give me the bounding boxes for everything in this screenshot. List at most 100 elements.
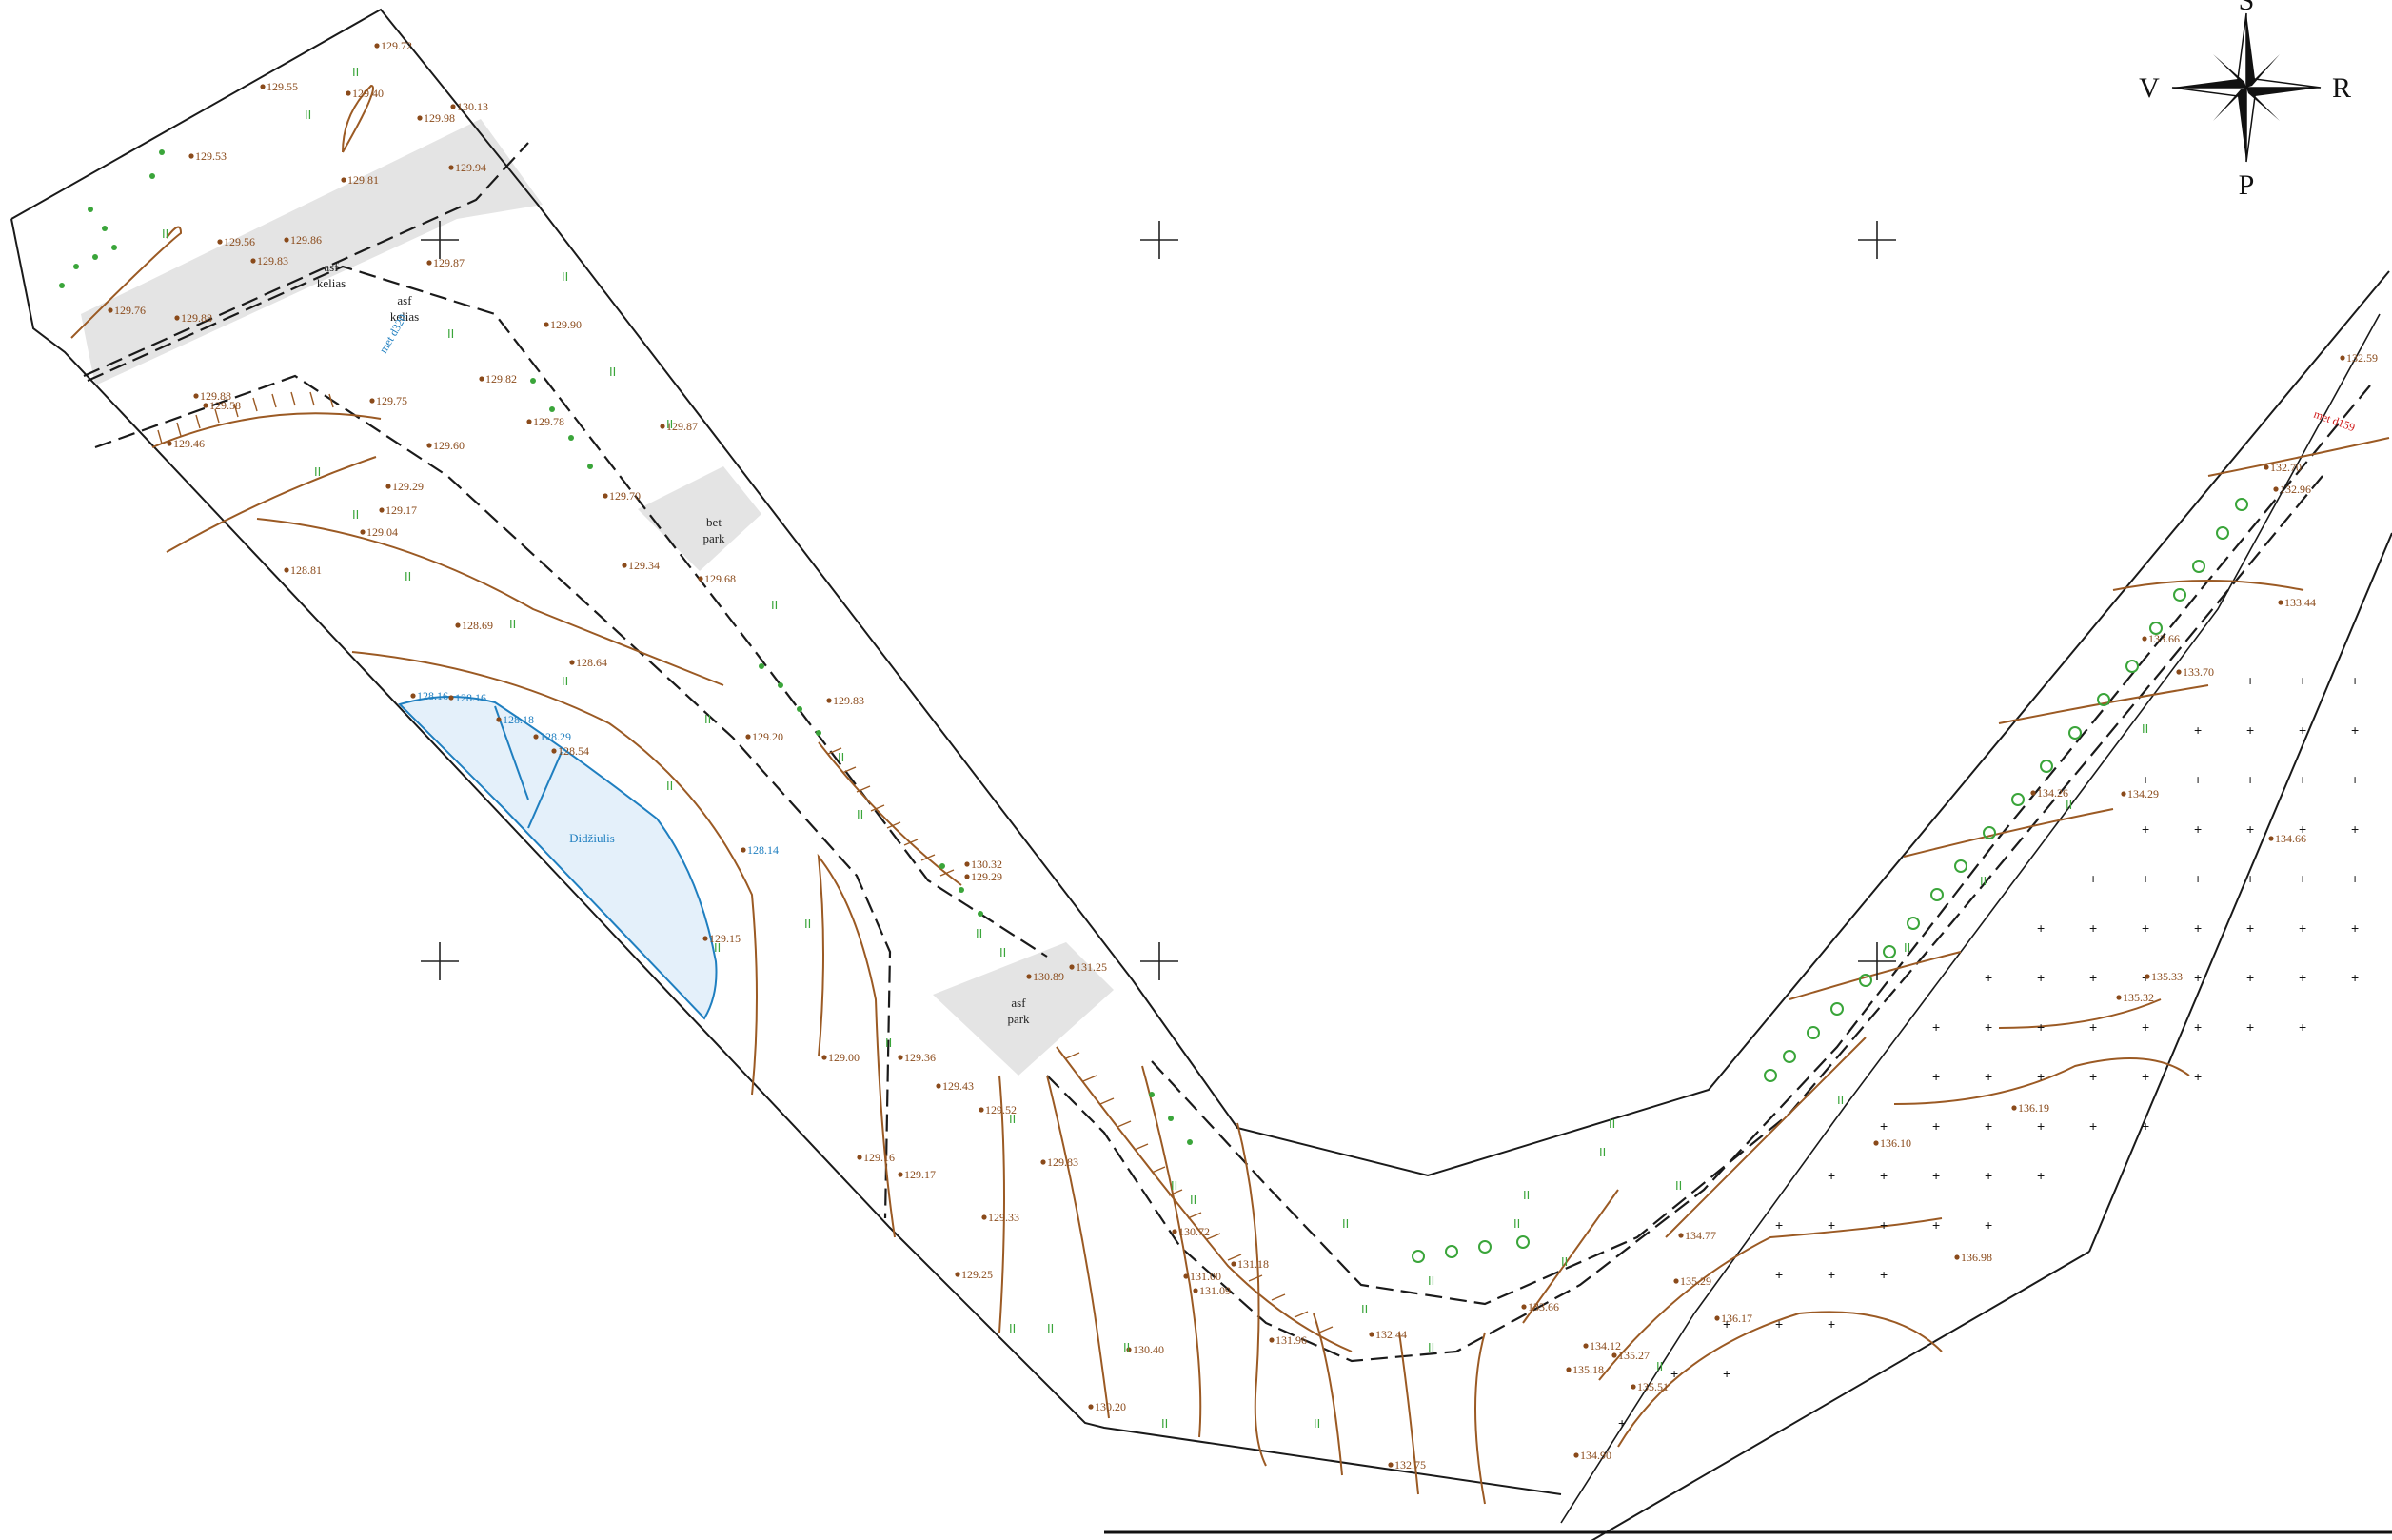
- plus-symbol: +: [2299, 772, 2306, 787]
- plus-symbol: +: [1618, 1415, 1626, 1431]
- spot-height-label: 129.58: [209, 399, 241, 412]
- spot-height-label: 129.86: [290, 233, 322, 247]
- spot-height-label: 128.69: [462, 619, 493, 632]
- spot-height-label: 129.00: [828, 1051, 860, 1064]
- plus-symbol: +: [1723, 1316, 1730, 1332]
- spot-height-label: 128.29: [540, 730, 571, 743]
- spot-height-point: [1566, 1367, 1572, 1372]
- spot-height-point: [544, 322, 549, 327]
- spot-height-point: [826, 698, 832, 703]
- plus-symbol: +: [1723, 1366, 1730, 1381]
- spot-height-point: [1183, 1273, 1189, 1279]
- spot-height-label: 129.98: [424, 111, 455, 125]
- spot-height-point: [426, 260, 432, 266]
- spot-height-label: 129.33: [988, 1211, 1019, 1224]
- plus-symbol: +: [2037, 1019, 2045, 1035]
- spot-height-point: [898, 1172, 903, 1177]
- spot-height-point: [955, 1272, 960, 1277]
- spot-height-label: 132.75: [1394, 1458, 1426, 1471]
- grass-symbol: II: [1428, 1273, 1434, 1288]
- spot-height-point: [1369, 1332, 1374, 1337]
- parking-1-name: park: [702, 531, 725, 545]
- spot-height-point: [1673, 1278, 1679, 1284]
- spot-height-point: [2176, 669, 2182, 675]
- spot-height-point: [260, 84, 266, 89]
- plus-symbol: +: [2142, 1019, 2149, 1035]
- spot-height-label: 129.60: [433, 439, 465, 452]
- plus-symbol: +: [2194, 772, 2202, 787]
- spot-height-point: [1026, 974, 1032, 979]
- road-name-label-2: kelias: [390, 309, 419, 324]
- plus-symbol: +: [1985, 970, 1992, 985]
- road-edge-north: [87, 265, 1048, 958]
- spot-height-label: 135.33: [2151, 970, 2183, 983]
- spot-height-point: [217, 239, 223, 245]
- spot-height-label: 129.70: [609, 489, 641, 503]
- spot-height-point: [203, 403, 208, 408]
- spot-height-point: [821, 1055, 827, 1060]
- spot-height-label: 129.76: [114, 304, 146, 317]
- spot-height-label: 136.10: [1880, 1136, 1911, 1150]
- spot-height-label: 129.36: [904, 1051, 936, 1064]
- road-material-label: asf: [324, 260, 339, 274]
- spot-height-point: [1631, 1384, 1636, 1390]
- spot-height-label: 131.00: [1190, 1270, 1221, 1283]
- spot-height-label: 129.88: [181, 311, 212, 325]
- hatch-ticks: [157, 391, 1334, 1333]
- grass-marks: II II II II II II II II II II II II II II II II II II II II…: [162, 65, 2148, 1431]
- spot-height-point: [603, 493, 608, 499]
- spot-height-label: 129.17: [904, 1168, 936, 1181]
- grass-symbol: II: [562, 269, 568, 284]
- spot-height-point: [1678, 1233, 1684, 1238]
- spot-height-point: [898, 1055, 903, 1060]
- spot-height-point: [417, 115, 423, 121]
- spot-height-label: 129.29: [971, 870, 1002, 883]
- plus-symbol: +: [2194, 970, 2202, 985]
- spot-height-point: [193, 393, 199, 399]
- spot-height-point: [167, 441, 172, 446]
- spot-height-point: [448, 695, 454, 701]
- asphalt-parking-area: [933, 942, 1114, 1076]
- upper-dashed-line: [83, 142, 529, 378]
- spot-height-label: 129.56: [224, 235, 255, 248]
- plus-symbol: +: [2089, 970, 2097, 985]
- shrub-dots: [59, 149, 1193, 1145]
- grass-symbol: II: [1980, 874, 1987, 888]
- plus-symbol: +: [2194, 722, 2202, 738]
- spot-height-point: [569, 660, 575, 665]
- spot-height-point: [1611, 1352, 1617, 1358]
- grass-symbol: II: [447, 326, 454, 341]
- asphalt-road-area: [81, 119, 543, 385]
- spot-height-point: [360, 529, 366, 535]
- spot-height-point: [250, 258, 256, 264]
- spot-height-label: 128.54: [558, 744, 589, 758]
- spot-height-label: 129.34: [628, 559, 660, 572]
- grass-symbol: II: [1161, 1416, 1168, 1431]
- spot-height-point: [1388, 1462, 1394, 1468]
- plus-symbol: +: [2142, 821, 2149, 837]
- plus-symbol: +: [1985, 1118, 1992, 1134]
- grass-symbol: II: [1009, 1112, 1016, 1126]
- plus-symbol: +: [1932, 1118, 1940, 1134]
- spot-height-label: 133.66: [2148, 632, 2180, 645]
- plus-symbol: +: [2089, 1019, 2097, 1035]
- spot-height-label: 131.18: [1237, 1257, 1269, 1271]
- survey-boundary: [10, 8, 2390, 1540]
- spot-height-point: [2264, 464, 2269, 470]
- spot-height-label: 134.29: [2127, 787, 2159, 800]
- spot-height-point: [1573, 1452, 1579, 1458]
- spot-height-label: 136.19: [2018, 1101, 2049, 1115]
- grass-symbol: II: [666, 779, 673, 793]
- plus-symbol: +: [1880, 1267, 1888, 1282]
- spot-height-point: [284, 567, 289, 573]
- spot-height-label: 135.18: [1572, 1363, 1604, 1376]
- spot-height-label: 132.96: [2280, 483, 2311, 496]
- compass-east: R: [2332, 72, 2351, 104]
- grass-symbol: II: [1561, 1254, 1568, 1269]
- spot-height-label: 134.12: [1590, 1339, 1621, 1352]
- spot-height-label: 129.15: [709, 932, 741, 945]
- grass-symbol: II: [162, 227, 168, 241]
- plus-symbol: +: [2142, 1118, 2149, 1134]
- plus-symbol: +: [2351, 673, 2359, 688]
- plus-symbol: +: [2351, 772, 2359, 787]
